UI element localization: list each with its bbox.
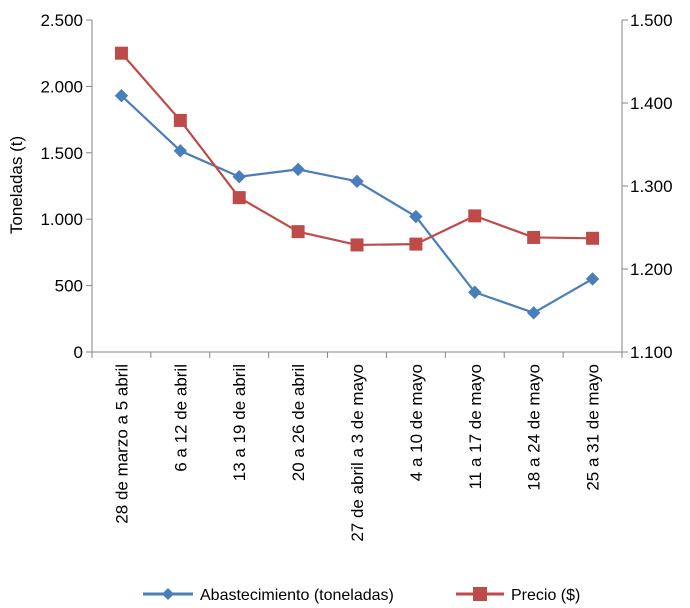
right-tick-label: 1.500	[630, 11, 673, 30]
data-point-square	[350, 238, 364, 252]
right-tick-label: 1.300	[630, 177, 673, 196]
legend-label: Precio ($)	[511, 587, 580, 604]
right-tick-label: 1.100	[630, 343, 673, 362]
legend: Abastecimiento (toneladas) Precio ($)	[143, 587, 580, 604]
category-label: 28 de marzo a 5 abril	[112, 364, 131, 524]
data-point-diamond	[232, 169, 246, 184]
category-label: 4 a 10 de mayo	[407, 364, 426, 481]
category-label: 25 a 31 de mayo	[584, 364, 603, 491]
category-label: 11 a 17 de mayo	[466, 364, 485, 489]
legend-marker-diamond	[162, 588, 174, 600]
category-label: 18 a 24 de mayo	[525, 364, 544, 491]
right-axis-ticks: 1.100 1.200 1.300 1.400 1.500	[622, 11, 673, 362]
right-tick-label: 1.200	[630, 260, 673, 279]
left-tick-label: 1.500	[40, 144, 83, 163]
left-tick-label: 2.000	[40, 77, 83, 96]
data-point-diamond	[350, 174, 364, 189]
data-point-diamond	[114, 88, 129, 103]
legend-marker-square	[473, 587, 487, 601]
category-label: 20 a 26 de abril	[289, 364, 308, 481]
category-axis-labels: 28 de marzo a 5 abril 6 a 12 de abril 13 a…	[112, 364, 602, 542]
category-label: 27 de abril a 3 de mayo	[348, 364, 367, 542]
data-point-square	[468, 209, 482, 223]
data-point-square	[291, 225, 305, 239]
left-tick-label: 2.500	[40, 11, 83, 30]
left-axis-ticks: 0 500 1.000 1.500 2.000 2.500	[40, 11, 92, 362]
legend-item: Precio ($)	[456, 587, 580, 604]
data-point-diamond	[585, 272, 600, 286]
category-label: 6 a 12 de abril	[171, 364, 190, 472]
data-point-square	[409, 237, 423, 251]
y-axis-title: Toneladas (t)	[7, 136, 26, 234]
data-point-square	[173, 113, 187, 127]
legend-label: Abastecimiento (toneladas)	[200, 587, 394, 604]
data-point-square	[114, 46, 128, 60]
category-label: 13 a 19 de abril	[230, 364, 249, 481]
left-tick-label: 1.000	[40, 210, 83, 229]
series-line	[120, 94, 594, 314]
left-tick-label: 500	[55, 277, 83, 296]
series-group	[114, 46, 600, 252]
left-tick-label: 0	[74, 343, 83, 362]
data-point-diamond	[291, 162, 305, 177]
data-point-square	[586, 231, 600, 245]
series-group	[114, 88, 600, 320]
right-tick-label: 1.400	[630, 94, 673, 113]
data-point-square	[232, 191, 246, 205]
data-point-diamond	[526, 306, 541, 320]
data-point-diamond	[468, 285, 482, 299]
data-point-diamond	[409, 209, 423, 224]
series-line	[120, 52, 593, 247]
legend-item: Abastecimiento (toneladas)	[143, 587, 394, 604]
data-point-diamond	[173, 144, 188, 158]
axes	[91, 20, 623, 358]
series	[114, 46, 600, 320]
data-point-square	[527, 230, 541, 244]
